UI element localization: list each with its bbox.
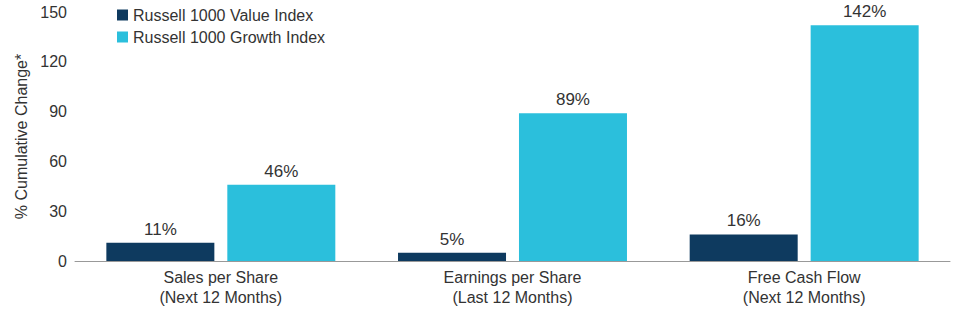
- svg-text:46%: 46%: [264, 162, 298, 181]
- svg-text:90: 90: [49, 103, 67, 120]
- svg-text:120: 120: [40, 53, 67, 70]
- svg-text:Sales per Share: Sales per Share: [163, 269, 278, 286]
- svg-text:60: 60: [49, 153, 67, 170]
- svg-text:(Next 12 Months): (Next 12 Months): [159, 289, 282, 306]
- svg-text:5%: 5%: [440, 230, 465, 249]
- svg-text:150: 150: [40, 4, 67, 21]
- svg-text:Russell 1000 Value Index: Russell 1000 Value Index: [133, 7, 313, 24]
- svg-text:(Last 12 Months): (Last 12 Months): [452, 289, 572, 306]
- svg-text:89%: 89%: [556, 90, 590, 109]
- svg-text:11%: 11%: [144, 220, 177, 239]
- svg-text:(Next 12 Months): (Next 12 Months): [743, 289, 866, 306]
- svg-text:142%: 142%: [843, 2, 886, 21]
- svg-text:Earnings per Share: Earnings per Share: [444, 269, 582, 286]
- svg-text:16%: 16%: [727, 211, 761, 230]
- svg-text:30: 30: [49, 203, 67, 220]
- svg-text:0: 0: [58, 253, 67, 270]
- svg-text:Russell 1000 Growth Index: Russell 1000 Growth Index: [133, 29, 325, 46]
- svg-text:% Cumulative Change*: % Cumulative Change*: [13, 54, 30, 219]
- svg-text:Free Cash Flow: Free Cash Flow: [748, 269, 861, 286]
